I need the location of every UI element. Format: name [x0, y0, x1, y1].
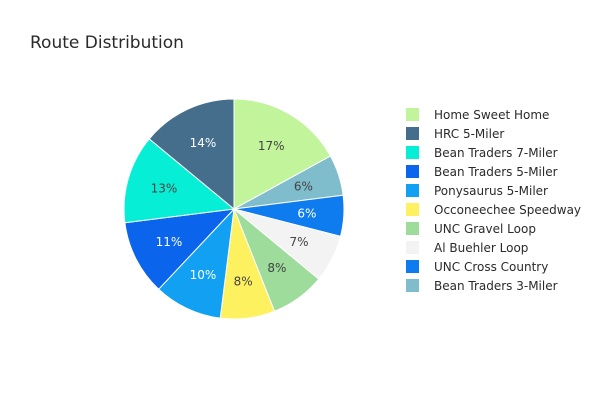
legend-label: Home Sweet Home [434, 107, 550, 122]
slice-percent-label: 8% [267, 261, 286, 275]
legend-label: Bean Traders 3-Miler [434, 278, 558, 293]
legend-label: Ponysaurus 5-Miler [434, 183, 548, 198]
legend-label: Bean Traders 5-Miler [434, 164, 558, 179]
legend-item[interactable]: Bean Traders 7-Miler [406, 143, 581, 162]
legend-swatch [406, 127, 419, 140]
slice-percent-label: 14% [190, 136, 217, 150]
legend-label: HRC 5-Miler [434, 126, 505, 141]
legend-label: UNC Cross Country [434, 259, 549, 274]
slice-percent-label: 13% [151, 182, 178, 196]
legend-swatch [406, 108, 419, 121]
pie-slice [233, 98, 332, 210]
legend-label: UNC Gravel Loop [434, 221, 536, 236]
legend-swatch [406, 165, 419, 178]
legend-item[interactable]: Home Sweet Home [406, 105, 581, 124]
legend-item[interactable]: UNC Cross Country [406, 257, 581, 276]
legend-item[interactable]: Occoneechee Speedway [406, 200, 581, 219]
slice-percent-label: 6% [294, 179, 313, 193]
slice-percent-label: 6% [297, 207, 316, 221]
legend-swatch [406, 260, 419, 273]
slice-percent-label: 8% [234, 274, 253, 288]
pie-slice [123, 138, 236, 224]
legend-item[interactable]: UNC Gravel Loop [406, 219, 581, 238]
legend-label: Occoneechee Speedway [434, 202, 582, 217]
legend-item[interactable]: Bean Traders 5-Miler [406, 162, 581, 181]
chart-title: Route Distribution [30, 33, 184, 53]
legend: Home Sweet Home HRC 5-Miler Bean Traders 7… [406, 105, 581, 295]
slice-percent-label: 17% [258, 139, 285, 153]
legend-swatch [406, 222, 419, 235]
legend-item[interactable]: Bean Traders 3-Miler [406, 276, 581, 295]
slice-percent-label: 11% [156, 235, 183, 249]
legend-swatch [406, 184, 419, 197]
legend-label: Bean Traders 7-Miler [434, 145, 558, 160]
legend-item[interactable]: Al Buehler Loop [406, 238, 581, 257]
pie-slice [124, 208, 236, 290]
legend-item[interactable]: Ponysaurus 5-Miler [406, 181, 581, 200]
legend-swatch [406, 203, 419, 216]
slice-percent-label: 10% [190, 268, 217, 282]
legend-item[interactable]: HRC 5-Miler [406, 124, 581, 143]
legend-swatch [406, 241, 419, 254]
legend-swatch [406, 146, 419, 159]
pie-slice [148, 98, 235, 211]
legend-label: Al Buehler Loop [434, 240, 529, 255]
legend-swatch [406, 279, 419, 292]
slice-percent-label: 7% [290, 235, 309, 249]
